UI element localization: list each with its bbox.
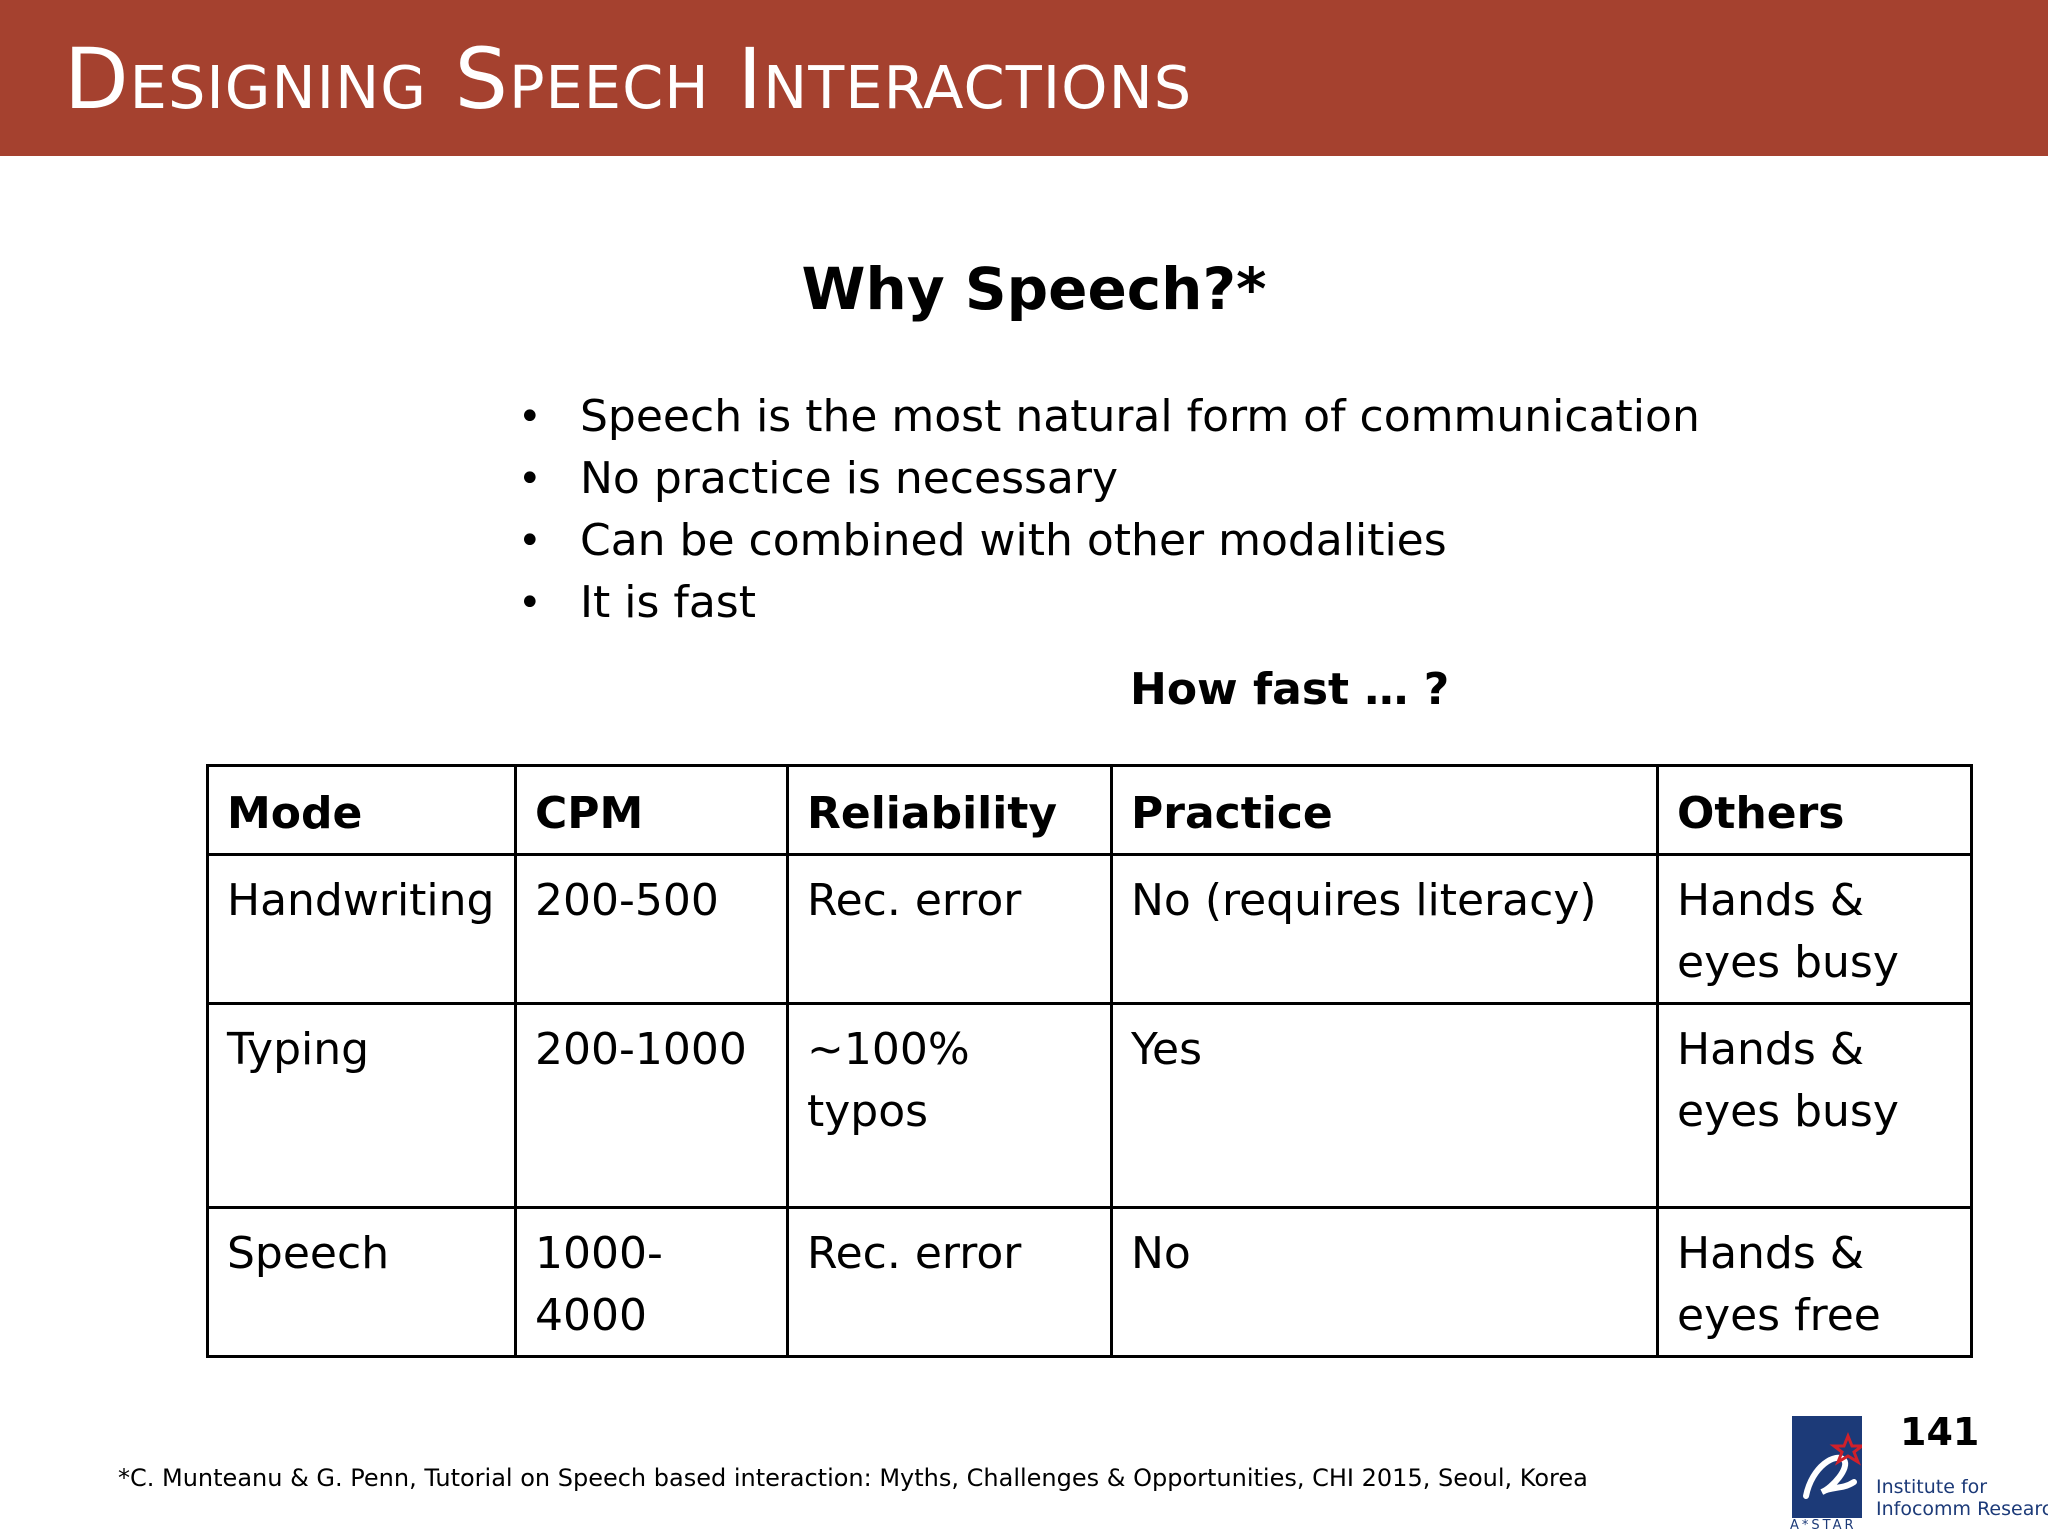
title-bar: Designing Speech Interactions — [0, 0, 2048, 156]
table-header-row: Mode CPM Reliability Practice Others — [206, 764, 1973, 856]
cell-cpm: 200-500 — [514, 853, 789, 1005]
slide-title: Designing Speech Interactions — [64, 30, 1193, 128]
bullet-text: Speech is the most natural form of commu… — [580, 391, 1700, 442]
bullet-dot-icon: • — [518, 456, 542, 502]
bullet-dot-icon: • — [518, 518, 542, 564]
how-fast-heading: How fast … ? — [1130, 664, 1450, 715]
cell-reliability: Rec. error — [786, 853, 1113, 1005]
cell-practice: No (requires literacy) — [1110, 853, 1659, 1005]
bullet-item: • It is fast — [510, 572, 1700, 634]
bullet-list: • Speech is the most natural form of comm… — [510, 386, 1700, 634]
institute-line-1: Institute for — [1876, 1476, 1988, 1498]
astar-logo-icon — [1792, 1416, 1867, 1518]
header-others: Others — [1656, 764, 1973, 856]
bullet-item: • Can be combined with other modalities — [510, 510, 1700, 572]
table-row: Typing 200-1000 ~100% typos Yes Hands & … — [206, 1002, 1973, 1209]
header-cpm: CPM — [514, 764, 789, 856]
bullet-text: No practice is necessary — [580, 453, 1119, 504]
astar-logo-graphic — [1792, 1416, 1867, 1518]
cell-mode: Handwriting — [206, 853, 517, 1005]
table-row: Handwriting 200-500 Rec. error No (requi… — [206, 853, 1973, 1005]
cell-cpm: 200-1000 — [514, 1002, 789, 1209]
bullet-dot-icon: • — [518, 394, 542, 440]
cell-reliability: Rec. error — [786, 1206, 1113, 1358]
cell-others: Hands & eyes free — [1656, 1206, 1973, 1358]
header-mode: Mode — [206, 764, 517, 856]
institute-line-2: Infocomm Research — [1876, 1498, 2048, 1520]
footnote-citation: *C. Munteanu & G. Penn, Tutorial on Spee… — [118, 1464, 1588, 1492]
header-reliability: Reliability — [786, 764, 1113, 856]
cell-others: Hands & eyes busy — [1656, 853, 1973, 1005]
cell-reliability: ~100% typos — [786, 1002, 1113, 1209]
cell-others: Hands & eyes busy — [1656, 1002, 1973, 1209]
cell-mode: Speech — [206, 1206, 517, 1358]
table-row: Speech 1000-4000 Rec. error No Hands & e… — [206, 1206, 1973, 1358]
bullet-text: It is fast — [580, 577, 756, 628]
comparison-table: Mode CPM Reliability Practice Others Han… — [206, 764, 1973, 1358]
bullet-text: Can be combined with other modalities — [580, 515, 1447, 566]
logo-caption: A*STAR — [1790, 1518, 1857, 1533]
cell-practice: No — [1110, 1206, 1659, 1358]
bullet-item: • Speech is the most natural form of comm… — [510, 386, 1700, 448]
bullet-item: • No practice is necessary — [510, 448, 1700, 510]
institute-name: Institute for Infocomm Research — [1876, 1476, 2048, 1520]
header-practice: Practice — [1110, 764, 1659, 856]
cell-practice: Yes — [1110, 1002, 1659, 1209]
cell-cpm: 1000-4000 — [514, 1206, 789, 1358]
cell-mode: Typing — [206, 1002, 517, 1209]
slide-subtitle: Why Speech?* — [801, 255, 1267, 323]
bullet-dot-icon: • — [518, 580, 542, 626]
page-number: 141 — [1900, 1410, 1980, 1454]
